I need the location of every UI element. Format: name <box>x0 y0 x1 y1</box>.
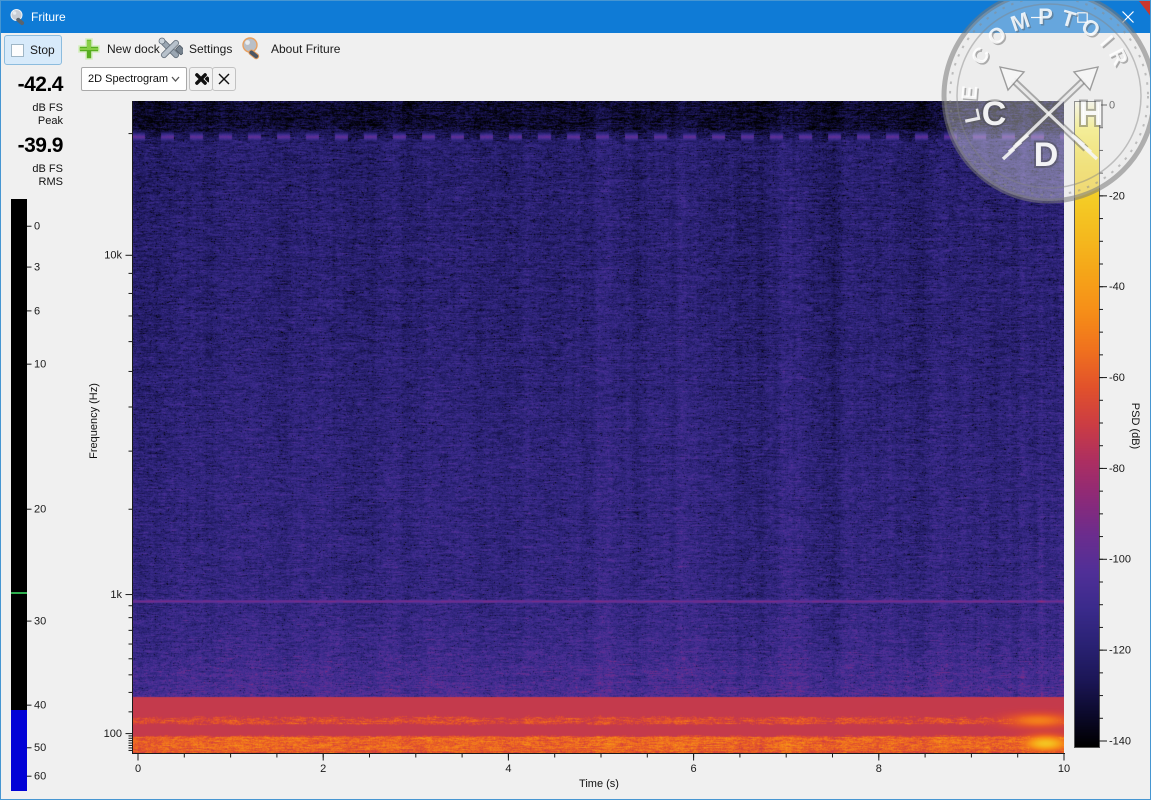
psd-tick-label: 0 <box>1109 99 1115 111</box>
dock-control-row: 2D Spectrogram <box>1 65 1150 93</box>
frequency-axis-title: Frequency (Hz) <box>88 383 100 459</box>
rms-level-label: RMS <box>38 176 63 188</box>
tools-icon <box>158 37 183 59</box>
close-icon <box>1122 11 1134 23</box>
window-title: Friture <box>31 10 66 24</box>
meter-tick-label: 50 <box>34 742 46 754</box>
psd-tick-label: -40 <box>1109 281 1125 293</box>
psd-tick-label: -120 <box>1109 645 1131 657</box>
time-axis-title: Time (s) <box>579 778 619 790</box>
about-button[interactable]: About Friture <box>233 35 346 63</box>
meter-tick-label: 60 <box>34 771 46 783</box>
dock-tools-icon <box>195 73 209 85</box>
freq-tick-label: 100 <box>104 728 122 740</box>
rms-level-unit: dB FS <box>32 163 63 175</box>
title-bar: Friture <box>1 1 1150 33</box>
time-tick-label: 6 <box>691 763 697 775</box>
chevron-down-icon <box>171 76 180 82</box>
level-meter <box>11 199 27 791</box>
settings-label: Settings <box>189 42 233 56</box>
stop-button[interactable]: Stop <box>4 35 62 65</box>
main-toolbar: Stop New dock Settings <box>1 33 1150 66</box>
peak-level-label: Peak <box>37 115 63 127</box>
app-icon <box>10 9 25 26</box>
about-label: About Friture <box>271 42 341 56</box>
meter-tick-label: 3 <box>34 261 40 273</box>
widget-selector-dropdown[interactable]: 2D Spectrogram <box>81 67 187 91</box>
psd-tick-label: -20 <box>1109 190 1125 202</box>
time-tick-label: 10 <box>1058 763 1070 775</box>
time-tick-label: 0 <box>135 763 141 775</box>
stop-label: Stop <box>30 43 55 57</box>
psd-tick-label: -140 <box>1109 735 1131 747</box>
time-tick-label: 2 <box>320 763 326 775</box>
microphone-icon <box>242 37 260 60</box>
psd-axis-title: PSD (dB) <box>1129 402 1141 450</box>
minimize-button[interactable] <box>1013 1 1059 33</box>
meter-tick-label: 30 <box>34 616 46 628</box>
freq-tick-label: 1k <box>110 589 122 601</box>
new-dock-button[interactable]: New dock <box>71 35 166 63</box>
level-meter-rms-fill <box>11 709 27 791</box>
rms-level-value: -39.9 <box>17 134 64 157</box>
meter-tick-label: 6 <box>34 305 40 317</box>
spectrogram-canvas[interactable] <box>133 101 1064 753</box>
psd-tick-label: -60 <box>1109 372 1125 384</box>
maximize-icon <box>1076 11 1088 23</box>
settings-button[interactable]: Settings <box>151 35 238 63</box>
maximize-button[interactable] <box>1059 1 1105 33</box>
psd-tick-label: -100 <box>1109 554 1131 566</box>
meter-tick-label: 10 <box>34 359 46 371</box>
colorbar-gradient <box>1074 101 1100 748</box>
level-meter-peak-marker <box>11 592 27 595</box>
close-button[interactable] <box>1105 1 1150 33</box>
dock-close-icon <box>218 73 230 85</box>
meter-tick-label: 40 <box>34 700 46 712</box>
plus-icon <box>78 38 100 60</box>
peak-level-unit: dB FS <box>32 102 63 114</box>
new-dock-label: New dock <box>107 42 160 56</box>
dock-settings-button[interactable] <box>189 67 213 91</box>
dock-close-button[interactable] <box>212 67 236 91</box>
freq-tick-label: 10k <box>104 250 122 262</box>
meter-tick-label: 0 <box>34 221 40 233</box>
minimize-icon <box>1030 16 1042 18</box>
widget-selector-value: 2D Spectrogram <box>88 73 169 85</box>
time-tick-label: 8 <box>876 763 882 775</box>
stop-icon <box>11 43 24 57</box>
psd-tick-label: -80 <box>1109 463 1125 475</box>
peak-level-value: -42.4 <box>17 73 64 96</box>
meter-tick-label: 20 <box>34 504 46 516</box>
time-tick-label: 4 <box>505 763 511 775</box>
